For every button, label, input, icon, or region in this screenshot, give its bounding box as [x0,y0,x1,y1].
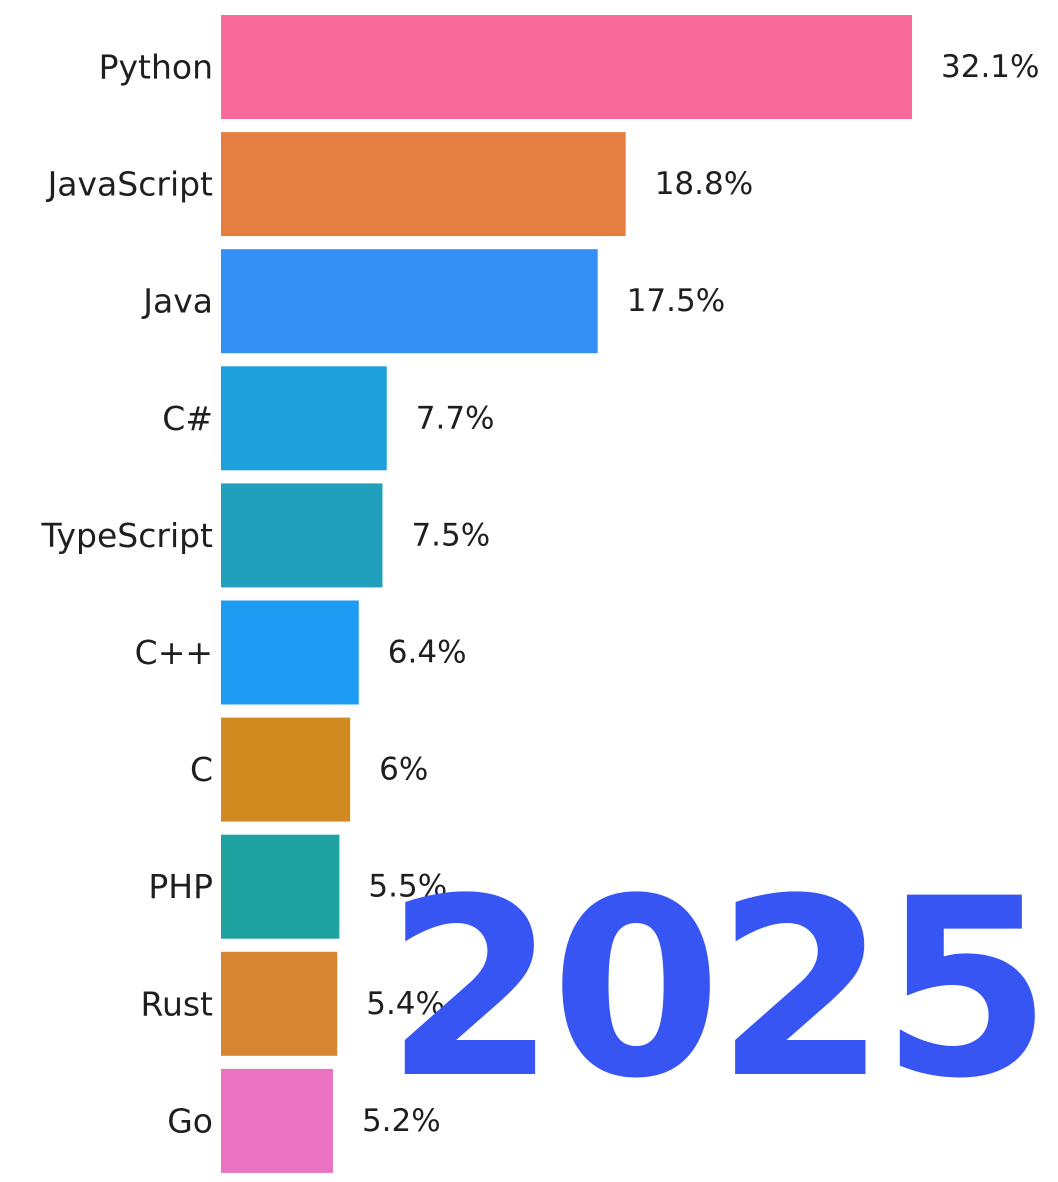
category-label: Go [167,1101,213,1140]
bar-rust [221,951,338,1056]
bar-python [221,15,912,119]
value-label: 18.8% [655,166,753,202]
category-label: C++ [135,633,213,672]
category-label: C# [162,399,213,438]
bars-group [221,15,912,1173]
category-label: C [190,750,213,789]
bar-javascript [221,132,626,237]
value-label: 5.2% [362,1103,441,1139]
bar-java [221,249,598,354]
value-label: 17.5% [627,283,725,319]
category-label: Python [99,48,213,87]
bar-go [221,1068,333,1173]
value-label: 6% [379,752,428,788]
category-label: Rust [141,984,214,1023]
value-label: 32.1% [941,49,1039,85]
category-label: PHP [148,867,213,906]
value-label: 5.4% [366,986,445,1022]
bar-c- [221,366,387,471]
year-label: 2025 [385,847,1046,1133]
bar-php [221,834,340,939]
labels-group: Python 32.1% JavaScript 18.8% Java 17.5% C# 7.7… [40,48,1039,1141]
value-label: 7.7% [416,400,495,436]
category-label: JavaScript [46,165,213,204]
bar-c- [221,600,359,705]
category-label: Java [141,282,213,321]
bar-typescript [221,483,383,588]
category-label: TypeScript [40,516,213,555]
bar-c [221,717,351,822]
value-label: 6.4% [388,635,467,671]
value-label: 5.5% [368,869,447,905]
value-label: 7.5% [411,517,490,553]
